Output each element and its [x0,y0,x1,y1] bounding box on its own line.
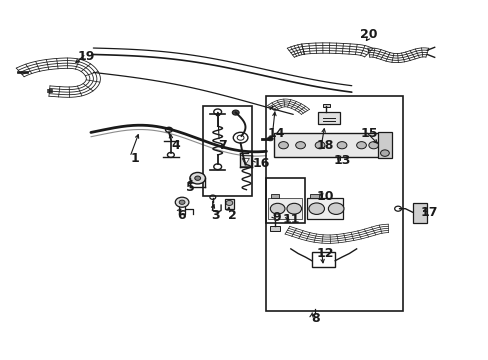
Bar [271,194,278,198]
Circle shape [194,176,200,180]
Circle shape [328,203,343,215]
Text: 1: 1 [130,152,139,165]
Text: 19: 19 [77,50,95,63]
Text: 8: 8 [310,311,319,325]
Text: 17: 17 [420,206,438,219]
Circle shape [315,141,325,149]
Circle shape [232,110,239,115]
Polygon shape [240,155,251,166]
Circle shape [295,141,305,149]
Circle shape [189,172,205,184]
Bar [412,203,427,223]
Text: 20: 20 [359,28,377,41]
Bar [203,107,251,196]
Bar [317,112,339,125]
Bar [322,104,330,107]
Text: 4: 4 [171,139,180,152]
Bar [310,194,319,198]
Circle shape [225,201,232,206]
Text: 5: 5 [186,181,195,194]
Bar [267,198,302,220]
Text: 2: 2 [227,210,236,222]
Text: 14: 14 [267,127,285,140]
Circle shape [356,141,366,149]
Circle shape [278,141,288,149]
Bar [266,178,305,223]
Text: 18: 18 [316,139,333,152]
Text: 6: 6 [177,210,185,222]
Bar [311,252,334,267]
Text: 9: 9 [271,211,280,224]
Circle shape [380,150,388,156]
Circle shape [179,200,184,204]
Text: 10: 10 [316,190,333,203]
Circle shape [270,203,285,214]
Text: 3: 3 [210,210,219,222]
Text: 12: 12 [316,247,333,260]
Bar [377,132,391,158]
Text: 7: 7 [218,139,226,152]
Circle shape [368,141,378,149]
Bar [306,198,343,220]
Bar [266,96,402,311]
Text: 11: 11 [282,213,299,226]
Text: 15: 15 [359,127,377,140]
Bar [224,199,233,209]
Bar [269,226,279,231]
Circle shape [175,197,188,207]
Circle shape [308,203,324,215]
Text: 13: 13 [333,154,350,167]
Circle shape [286,203,301,214]
Circle shape [267,136,273,141]
Circle shape [336,141,346,149]
Polygon shape [242,158,249,165]
Text: 16: 16 [252,157,270,170]
Bar [273,134,380,157]
